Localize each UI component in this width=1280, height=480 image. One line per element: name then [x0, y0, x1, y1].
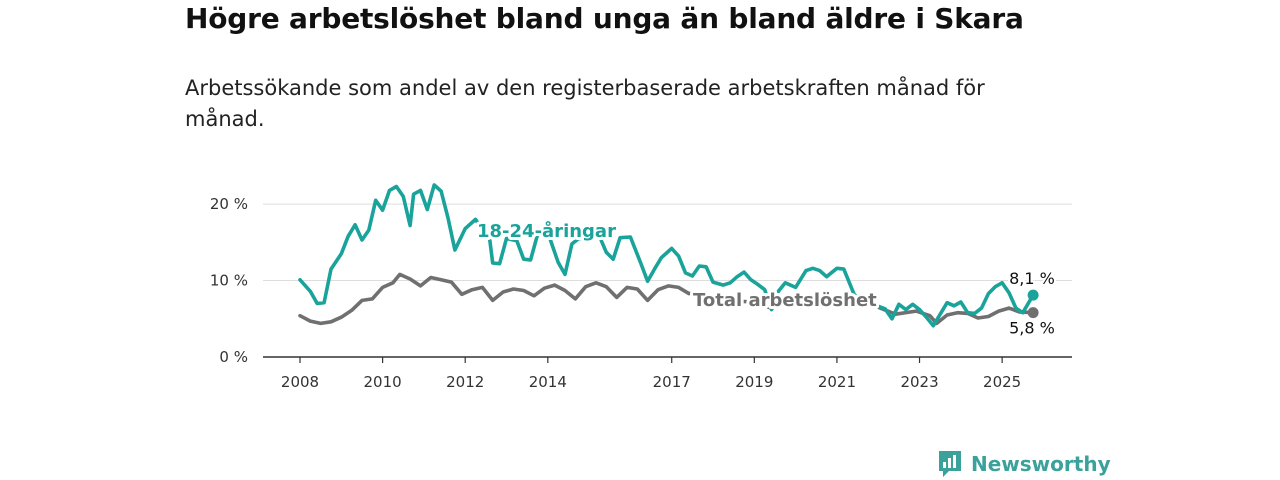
youth-series-line-end-point	[1027, 289, 1039, 301]
line-chart: 0 % 10 % 20 % 2008 2010 2012 2014 2017 2019 2021…	[210, 183, 1072, 391]
x-tick-label: 2014	[529, 373, 567, 391]
x-tick-label: 2019	[735, 373, 773, 391]
grid-lines	[263, 203, 1072, 358]
chart-title: Högre arbetslöshet bland unga än bland ä…	[185, 2, 1024, 35]
series-labels: 18-24-åringar Total arbetslöshet 8,1 % 5,8 …	[474, 217, 1057, 340]
youth-series-label: 18-24-åringar	[477, 220, 616, 242]
youth-end-label: 8,1 %	[1009, 269, 1055, 288]
x-tick-label: 2021	[818, 373, 856, 391]
x-tick-label: 2012	[446, 373, 484, 391]
y-tick-label: 10 %	[210, 272, 248, 290]
series-lines	[298, 183, 1039, 328]
x-tick-label: 2008	[281, 373, 319, 391]
total-series-label: Total arbetslöshet	[693, 290, 877, 311]
y-axis-ticks: 0 % 10 % 20 %	[210, 195, 248, 366]
logo-text: Newsworthy	[971, 452, 1111, 476]
total-series-line	[298, 272, 1035, 326]
y-tick-label: 0 %	[219, 348, 248, 366]
newsworthy-logo: Newsworthy	[937, 449, 1111, 479]
youth-series-line	[298, 183, 1035, 328]
x-tick-label: 2017	[653, 373, 691, 391]
total-series-line-end-point	[1027, 307, 1039, 319]
x-axis-ticks: 2008 2010 2012 2014 2017 2019 2021 2023 2025	[281, 357, 1021, 391]
chart-subtitle: Arbetssökande som andel av den registerb…	[185, 76, 985, 131]
newsworthy-logo-icon	[939, 451, 961, 477]
total-end-label: 5,8 %	[1009, 319, 1055, 338]
x-tick-label: 2023	[900, 373, 938, 391]
x-tick-label: 2010	[364, 373, 402, 391]
x-tick-label: 2025	[983, 373, 1021, 391]
y-tick-label: 20 %	[210, 195, 248, 213]
